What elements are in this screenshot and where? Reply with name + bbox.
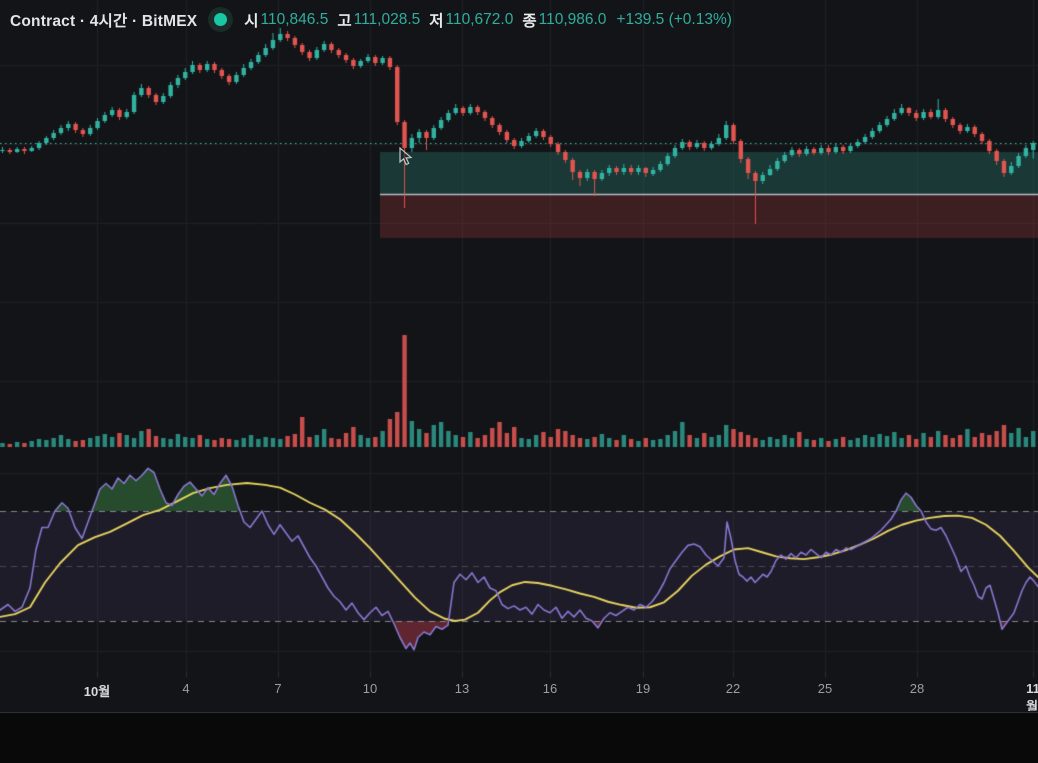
high-readout: 고 111,028.5: [337, 9, 420, 31]
time-axis-label: 22: [725, 681, 741, 696]
time-axis-label: 10: [362, 681, 378, 696]
time-axis-label: 11월: [1026, 681, 1038, 711]
ohlc-readout: 시 110,846.5 고 111,028.5 저 110,672.0 종 11…: [244, 9, 732, 31]
close-value: 110,986.0: [538, 10, 607, 28]
change-value: +139.5 (+0.13%): [616, 10, 732, 28]
symbol-title: Contract · 4시간 · BitMEX: [10, 12, 198, 30]
low-readout: 저 110,672.0: [429, 9, 513, 31]
bottom-panel: [0, 712, 1038, 763]
time-axis-label: 13: [454, 681, 470, 696]
time-axis-label: 25: [817, 681, 833, 696]
open-label: 시: [244, 12, 259, 30]
time-axis-label: 10월: [83, 684, 111, 699]
time-axis-label: 16: [542, 681, 558, 696]
time-axis-label: 4: [182, 681, 190, 696]
high-value: 111,028.5: [353, 10, 421, 28]
high-label: 고: [337, 12, 352, 30]
time-axis[interactable]: 10월 4 7 10 13 16 19 22 25 28 11월: [0, 672, 1038, 711]
market-status-dot-ring: [208, 7, 234, 32]
low-label: 저: [429, 12, 444, 30]
low-value: 110,672.0: [445, 10, 514, 28]
symbol-legend[interactable]: Contract · 4시간 · BitMEX 시 110,846.5 고 11…: [10, 7, 732, 32]
open-readout: 시 110,846.5: [244, 9, 328, 31]
close-readout: 종 110,986.0: [522, 9, 606, 31]
market-status-dot-icon: [214, 13, 228, 26]
mouse-cursor-icon: [399, 147, 413, 166]
open-value: 110,846.5: [260, 10, 329, 28]
time-axis-label: 19: [635, 681, 651, 696]
time-axis-label: 7: [274, 681, 282, 696]
time-axis-label: 28: [909, 681, 925, 696]
close-label: 종: [522, 12, 537, 30]
